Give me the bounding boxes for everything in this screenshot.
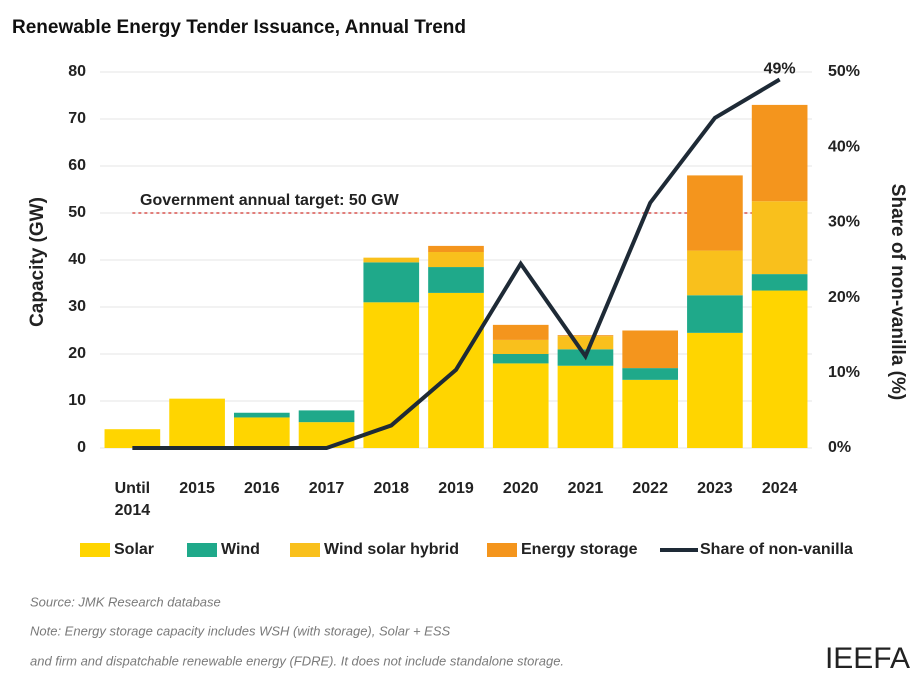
x-tick-label: Until 2014 xyxy=(114,480,151,519)
y2-tick-label: 20% xyxy=(828,289,860,306)
legend-swatch xyxy=(290,543,320,557)
y-tick-label: 50 xyxy=(68,204,86,221)
note: Note: Energy storage capacity includes W… xyxy=(30,623,450,638)
y-tick-label: 70 xyxy=(68,110,86,127)
y-tick-label: 80 xyxy=(68,63,86,80)
bar xyxy=(622,330,679,369)
legend-swatch xyxy=(187,543,217,557)
bar xyxy=(169,398,225,448)
x-tick-label: 2024 xyxy=(761,480,798,497)
x-tick-label: 2019 xyxy=(438,480,474,497)
x-tick-label: 2017 xyxy=(308,480,345,497)
y-tick-label: 30 xyxy=(68,298,86,315)
y2-tick-label: 50% xyxy=(828,63,860,80)
legend-label: Solar xyxy=(114,541,154,558)
chart-title: Renewable Energy Tender Issuance, Annual… xyxy=(12,17,466,38)
y2-tick-label: 10% xyxy=(828,364,860,381)
bar xyxy=(687,250,743,296)
bar xyxy=(557,335,614,337)
y-tick-label: 60 xyxy=(68,157,86,174)
legend-swatch xyxy=(80,543,110,557)
bar xyxy=(428,245,484,253)
x-tick-label: 2015 xyxy=(179,480,215,497)
note: and firm and dispatchable renewable ener… xyxy=(30,653,564,668)
y-axis-title: Capacity (GW) xyxy=(27,197,48,327)
y2-tick-label: 40% xyxy=(828,138,860,155)
x-tick-label: 2021 xyxy=(567,480,604,497)
y-tick-label: 0 xyxy=(77,439,86,456)
y2-axis-title: Share of non-vanilla (%) xyxy=(887,184,908,400)
logo: IEEFA xyxy=(825,642,910,675)
source: Source: JMK Research database xyxy=(30,594,221,609)
bar xyxy=(298,410,355,423)
bar xyxy=(363,262,420,303)
bar xyxy=(492,354,549,364)
bar xyxy=(428,267,484,293)
legend-label: Energy storage xyxy=(521,541,638,558)
bar xyxy=(492,339,549,354)
bar xyxy=(622,368,679,380)
bar xyxy=(622,379,679,448)
y-tick-label: 40 xyxy=(68,251,86,268)
target-label: Government annual target: 50 GW xyxy=(140,192,400,209)
bar xyxy=(687,175,743,251)
legend-label: Share of non-vanilla xyxy=(700,541,853,558)
bar xyxy=(104,429,161,448)
legend-label: Wind xyxy=(221,541,260,558)
data-label: 49% xyxy=(764,61,796,78)
y-tick-label: 20 xyxy=(68,345,86,362)
bar xyxy=(751,104,808,202)
bar xyxy=(687,332,743,448)
bar xyxy=(557,365,614,448)
bar xyxy=(751,290,808,448)
legend-label: Wind solar hybrid xyxy=(324,541,459,558)
bar xyxy=(687,295,743,333)
line xyxy=(132,77,781,450)
bar xyxy=(492,363,549,448)
bar xyxy=(363,257,420,263)
y2-tick-label: 0% xyxy=(828,439,851,456)
bar xyxy=(233,412,290,418)
bar xyxy=(751,201,808,275)
bar xyxy=(428,252,484,268)
x-tick-label: 2023 xyxy=(697,480,733,497)
x-tick-label: 2018 xyxy=(373,480,410,497)
legend-swatch xyxy=(487,543,517,557)
y2-tick-label: 30% xyxy=(828,214,860,231)
bar xyxy=(492,324,549,340)
x-tick-label: 2022 xyxy=(632,480,668,497)
bar xyxy=(233,417,290,448)
x-tick-label: 2016 xyxy=(244,480,280,497)
bar xyxy=(751,274,808,291)
y-tick-label: 10 xyxy=(68,392,86,409)
x-tick-label: 2020 xyxy=(502,480,539,497)
bar xyxy=(557,336,614,350)
bar xyxy=(298,422,355,448)
